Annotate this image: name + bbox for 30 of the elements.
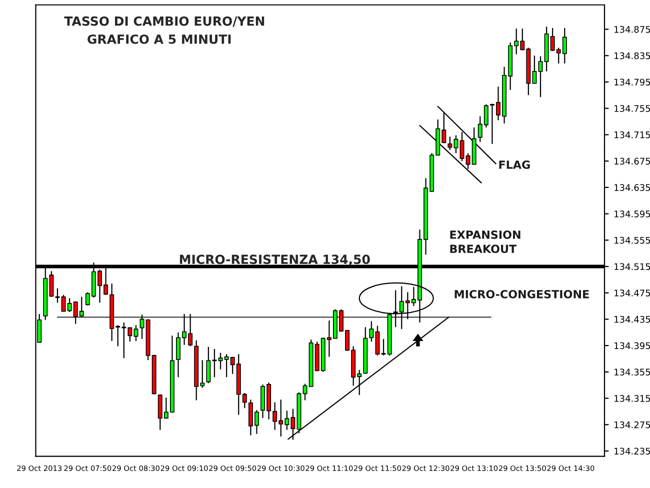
candlestick [375,325,380,356]
text: GRAFICO A 5 MINUTI [88,34,231,44]
candlestick [218,352,223,370]
y-tick-label: 134.595 [614,210,650,218]
y-tick-label: 134.235 [614,448,650,455]
y-tick-label: 134.635 [614,184,650,191]
y-tick-label: 134.835 [614,52,650,60]
y-tick-label: 134.755 [614,105,650,112]
y-tick-label: 134.515 [614,263,650,270]
candlestick [55,288,60,304]
y-tick-label: 134.315 [614,395,650,402]
annotation: MICRO-CONGESTIONE [454,290,589,298]
y-tick-label: 134.555 [614,236,650,244]
y-tick-label: 134.875 [614,26,650,33]
y-tick-label: 134.715 [614,131,650,138]
y-tick-label: 134.355 [614,368,650,376]
y-tick-label: 134.395 [614,342,650,350]
text: TASSO DI CAMBIO EURO/YEN [64,16,264,27]
annotation: FLAG [499,160,530,169]
y-tick-label: 134.675 [614,158,650,165]
candlestick [381,338,386,356]
y-tick-label: 134.435 [614,316,650,323]
candlestick [460,132,464,162]
y-tick-label: 134.475 [614,290,650,296]
candlestick [538,56,543,98]
annotation: EXPANSION BREAKOUT [450,230,520,254]
y-tick-label: 134.275 [614,421,650,428]
candlestick [369,320,374,342]
ref-line-label: MICRO-RESISTENZA 134,50 [180,254,370,266]
y-tick-label: 134.795 [614,78,650,86]
